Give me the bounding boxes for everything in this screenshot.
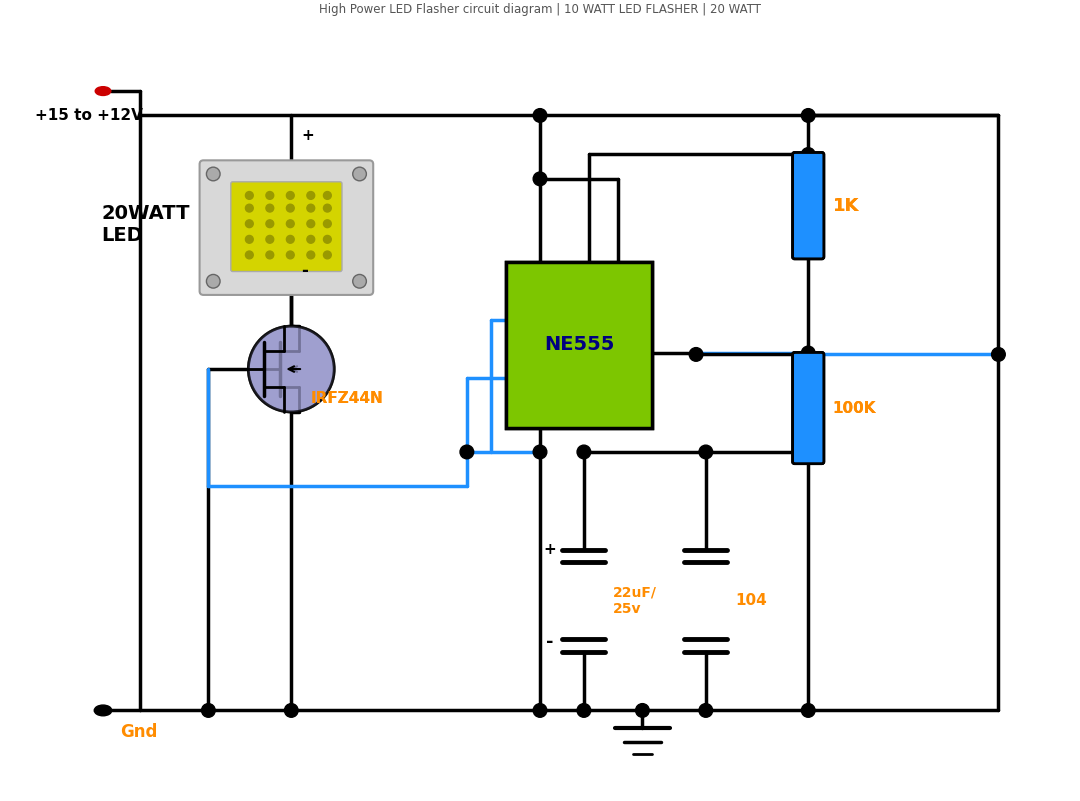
Circle shape: [266, 251, 273, 259]
Circle shape: [801, 445, 815, 459]
Circle shape: [248, 326, 334, 412]
Circle shape: [266, 191, 273, 199]
Text: +15 to +12V: +15 to +12V: [35, 108, 143, 123]
Circle shape: [801, 703, 815, 717]
Circle shape: [307, 235, 314, 244]
Circle shape: [577, 445, 591, 459]
FancyBboxPatch shape: [231, 182, 342, 272]
Circle shape: [286, 235, 294, 244]
Text: NE555: NE555: [544, 335, 615, 354]
Circle shape: [245, 191, 253, 199]
Circle shape: [534, 109, 546, 123]
Circle shape: [245, 204, 253, 212]
Circle shape: [307, 251, 314, 259]
Text: 100K: 100K: [833, 400, 876, 416]
Circle shape: [353, 275, 366, 288]
Circle shape: [245, 219, 253, 227]
Circle shape: [206, 275, 220, 288]
Text: -: -: [301, 263, 308, 280]
Circle shape: [307, 204, 314, 212]
Circle shape: [248, 326, 334, 412]
Circle shape: [307, 191, 314, 199]
Circle shape: [801, 109, 815, 123]
FancyBboxPatch shape: [505, 262, 652, 428]
Circle shape: [202, 703, 215, 717]
Text: +: +: [543, 542, 556, 557]
Circle shape: [286, 219, 294, 227]
Circle shape: [689, 348, 703, 361]
Title: High Power LED Flasher circuit diagram | 10 WATT LED FLASHER | 20 WATT: High Power LED Flasher circuit diagram |…: [319, 2, 761, 16]
Circle shape: [266, 235, 273, 244]
Circle shape: [991, 348, 1005, 361]
Text: 100K: 100K: [833, 400, 876, 416]
FancyBboxPatch shape: [505, 262, 652, 428]
Circle shape: [266, 219, 273, 227]
Text: -: -: [546, 633, 554, 651]
Text: +: +: [301, 128, 314, 143]
Circle shape: [324, 219, 332, 227]
Circle shape: [460, 445, 474, 459]
Circle shape: [324, 191, 332, 199]
Circle shape: [266, 204, 273, 212]
FancyBboxPatch shape: [793, 152, 824, 259]
Circle shape: [534, 445, 546, 459]
Circle shape: [324, 235, 332, 244]
Circle shape: [353, 167, 366, 181]
Circle shape: [286, 191, 294, 199]
Circle shape: [284, 703, 298, 717]
Ellipse shape: [95, 87, 111, 95]
Text: IRFZ44N: IRFZ44N: [311, 391, 383, 406]
Circle shape: [324, 204, 332, 212]
Circle shape: [577, 703, 591, 717]
Text: NE555: NE555: [544, 335, 615, 354]
Circle shape: [307, 219, 314, 227]
Text: Gnd: Gnd: [121, 723, 158, 741]
Ellipse shape: [94, 705, 112, 716]
Text: 104: 104: [735, 594, 767, 608]
Circle shape: [286, 251, 294, 259]
Circle shape: [324, 251, 332, 259]
Circle shape: [286, 204, 294, 212]
FancyBboxPatch shape: [793, 152, 824, 259]
Circle shape: [636, 703, 649, 717]
Circle shape: [801, 346, 815, 360]
Text: 1K: 1K: [833, 197, 859, 215]
Text: 1K: 1K: [833, 197, 859, 215]
Circle shape: [245, 251, 253, 259]
Text: 20WATT
LED: 20WATT LED: [102, 204, 190, 245]
Circle shape: [699, 445, 713, 459]
Circle shape: [206, 167, 220, 181]
Circle shape: [801, 348, 815, 361]
Circle shape: [801, 147, 815, 161]
Circle shape: [534, 172, 546, 186]
Circle shape: [699, 703, 713, 717]
FancyBboxPatch shape: [793, 352, 824, 464]
Text: IRFZ44N: IRFZ44N: [311, 391, 383, 406]
Circle shape: [534, 703, 546, 717]
FancyBboxPatch shape: [793, 352, 824, 464]
FancyBboxPatch shape: [200, 160, 374, 295]
Text: 22uF/
25v: 22uF/ 25v: [613, 586, 657, 616]
Circle shape: [245, 235, 253, 244]
